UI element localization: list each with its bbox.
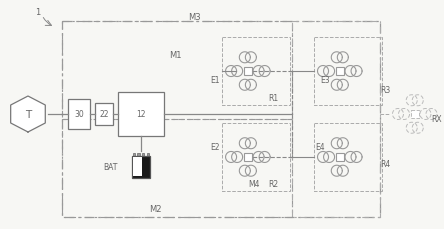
Bar <box>118 93 164 136</box>
Bar <box>314 123 382 191</box>
Bar <box>133 158 142 177</box>
Bar <box>62 22 380 217</box>
Bar <box>133 153 135 156</box>
Bar <box>292 22 380 217</box>
Text: 12: 12 <box>136 110 146 119</box>
Bar <box>336 153 344 161</box>
Bar <box>142 153 144 156</box>
Text: R1: R1 <box>268 93 278 102</box>
Bar <box>132 156 150 178</box>
Text: E2: E2 <box>210 143 219 152</box>
Bar <box>244 153 252 161</box>
Bar <box>314 38 382 106</box>
Bar <box>244 68 252 76</box>
Bar <box>137 153 140 156</box>
Text: E1: E1 <box>210 75 219 84</box>
Text: E4: E4 <box>315 143 325 152</box>
Bar <box>62 120 292 217</box>
Text: R3: R3 <box>380 85 390 94</box>
Bar <box>68 100 90 129</box>
Bar <box>411 111 419 118</box>
Text: M3: M3 <box>189 13 201 22</box>
Text: E3: E3 <box>320 75 329 84</box>
Bar <box>222 123 290 191</box>
Polygon shape <box>11 97 45 132</box>
Text: M4: M4 <box>248 180 259 189</box>
Text: R4: R4 <box>380 160 390 169</box>
Text: M1: M1 <box>169 50 181 59</box>
Bar <box>62 22 292 120</box>
Text: 22: 22 <box>99 110 109 119</box>
Text: 30: 30 <box>74 110 84 119</box>
Text: T: T <box>25 109 31 120</box>
Text: M2: M2 <box>149 204 161 213</box>
Bar <box>222 38 290 106</box>
Text: BAT: BAT <box>103 163 118 172</box>
Bar <box>147 153 149 156</box>
Bar <box>95 104 113 125</box>
Text: 1: 1 <box>36 8 40 16</box>
Text: RX: RX <box>432 115 442 124</box>
Text: R2: R2 <box>268 180 278 189</box>
Bar <box>336 68 344 76</box>
